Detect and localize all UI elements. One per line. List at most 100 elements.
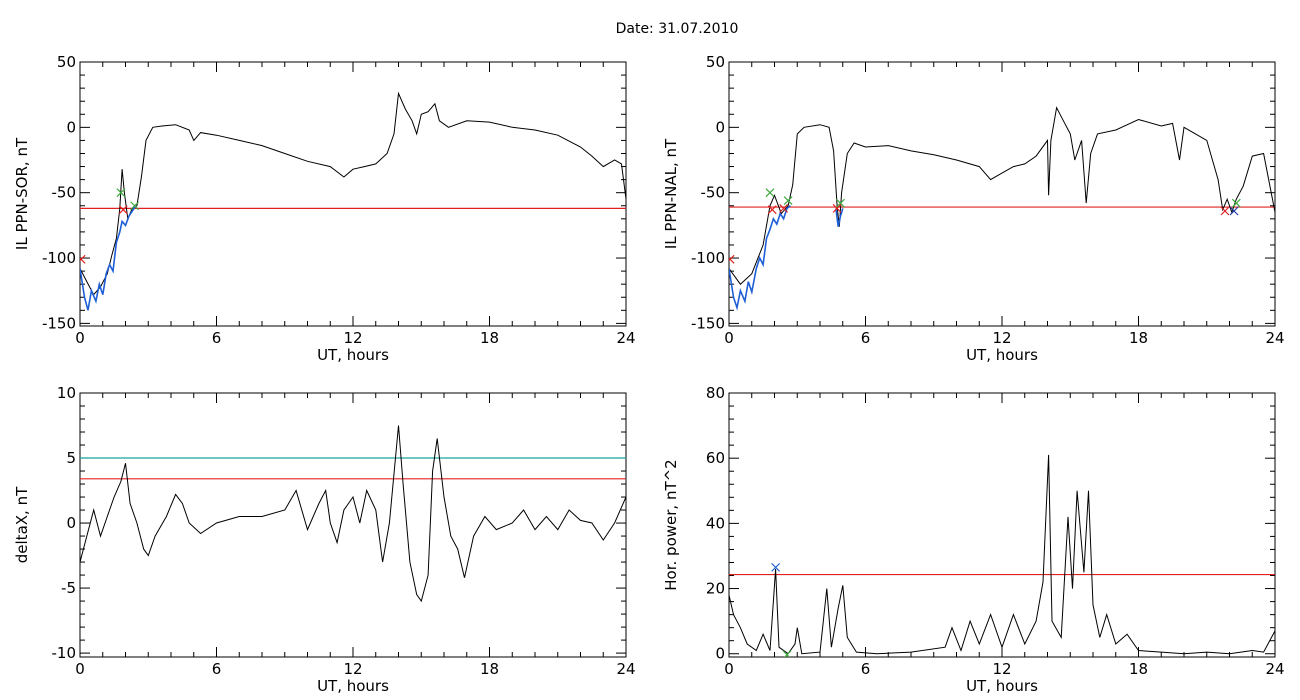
y-tick-label: -150 [42, 314, 76, 332]
plot-content [729, 454, 1275, 657]
plot-frame [728, 392, 1276, 658]
y-tick-label: -50 [52, 184, 77, 202]
x-tick-label: 24 [1265, 660, 1284, 678]
y-tick-label: 50 [57, 53, 76, 71]
event-marker [1220, 206, 1230, 216]
plot-content [729, 106, 1275, 311]
y-tick-label: -150 [691, 314, 725, 332]
y-tick-label: 60 [706, 449, 725, 467]
y-tick-label: -10 [52, 644, 77, 662]
x-tick-label: 18 [480, 660, 499, 678]
marker-stroke [116, 188, 126, 198]
x-tick-label: 12 [343, 329, 362, 347]
x-tick-label: 6 [861, 329, 871, 347]
x-tick-label: 6 [861, 660, 871, 678]
x-tick-label: 18 [1129, 660, 1148, 678]
y-tick-label: 0 [66, 514, 76, 532]
marker-stroke [767, 205, 777, 215]
x-tick-label: 12 [992, 660, 1011, 678]
marker-stroke [1220, 206, 1230, 216]
y-tick-label: -5 [61, 579, 76, 597]
plot-frame [728, 61, 1276, 327]
plot-content [80, 425, 626, 603]
y-tick-label: 5 [66, 449, 76, 467]
marker-stroke [118, 205, 128, 215]
event-marker [836, 198, 845, 208]
marker-stroke [836, 198, 845, 208]
panel-4: 0 6 12 18 24 0 20 40 60 80 UT, hours Hor. power, nT… [662, 384, 1285, 695]
panel-3: 0 6 12 18 24 -10 -5 0 5 10 UT, hours deltaX, nT [13, 384, 636, 695]
marker-stroke [130, 201, 140, 211]
x-tick-label: 6 [212, 329, 222, 347]
series-line-3 [835, 208, 844, 227]
x-tick-label: 24 [1265, 329, 1284, 347]
y-axis-label: IL PPN-SOR, nT [13, 137, 31, 250]
event-marker [130, 201, 140, 211]
series-line-1 [729, 106, 1275, 285]
event-marker [771, 562, 781, 572]
x-tick-label: 0 [75, 660, 85, 678]
plot-frame [79, 61, 627, 327]
plot-content [80, 91, 626, 311]
series-line-1 [80, 425, 626, 603]
event-marker [1231, 198, 1241, 208]
x-axis-label: UT, hours [966, 677, 1038, 695]
x-tick-label: 6 [212, 660, 222, 678]
series-line-2 [80, 205, 137, 311]
y-tick-label: 50 [706, 53, 725, 71]
event-marker [1229, 206, 1239, 216]
panel-1: 0 6 12 18 24 -150 -100 -50 0 50 UT, hours IL PPN-SO… [13, 53, 636, 364]
series-line-2 [729, 205, 791, 311]
y-tick-label: 0 [715, 118, 725, 136]
y-axis-label: IL PPN-NAL, nT [662, 138, 680, 249]
x-tick-label: 12 [343, 660, 362, 678]
event-marker [80, 254, 86, 264]
marker-stroke [729, 254, 735, 262]
y-tick-label: 80 [706, 384, 725, 402]
marker-stroke [779, 203, 789, 213]
marker-stroke [832, 203, 842, 213]
event-marker [782, 650, 792, 657]
y-tick-label: -100 [42, 249, 76, 267]
figure-title: Date: 31.07.2010 [616, 21, 739, 37]
series-line-1 [729, 454, 1275, 655]
x-tick-label: 18 [480, 329, 499, 347]
y-tick-label: 20 [706, 580, 725, 598]
y-tick-label: 10 [57, 384, 76, 402]
event-marker [116, 188, 126, 198]
x-tick-label: 12 [992, 329, 1011, 347]
x-tick-label: 24 [616, 329, 635, 347]
panel-2: 0 6 12 18 24 -150 -100 -50 0 50 UT, hours IL PPN-NA… [662, 53, 1285, 364]
marker-stroke [765, 188, 775, 198]
event-marker [767, 205, 777, 215]
marker-stroke [80, 254, 86, 262]
event-marker [118, 205, 128, 215]
x-tick-label: 0 [724, 329, 734, 347]
event-marker [832, 203, 842, 213]
marker-stroke [783, 196, 793, 205]
marker-stroke [1229, 206, 1239, 216]
x-axis-label: UT, hours [966, 346, 1038, 364]
series-line-1 [80, 91, 626, 296]
event-marker [729, 254, 735, 264]
x-axis-label: UT, hours [317, 346, 389, 364]
x-tick-label: 18 [1129, 329, 1148, 347]
event-marker [779, 203, 789, 213]
x-axis-label: UT, hours [317, 677, 389, 695]
y-axis-label: Hor. power, nT^2 [662, 459, 680, 590]
x-tick-label: 0 [724, 660, 734, 678]
event-marker [783, 196, 793, 205]
y-tick-label: 0 [66, 118, 76, 136]
y-axis-label: deltaX, nT [13, 486, 31, 563]
y-tick-label: -50 [701, 184, 726, 202]
x-tick-label: 0 [75, 329, 85, 347]
event-marker [765, 188, 775, 198]
y-tick-label: 40 [706, 514, 725, 532]
y-tick-label: 0 [715, 645, 725, 663]
marker-stroke [1231, 198, 1241, 208]
marker-stroke [771, 562, 781, 572]
marker-stroke [783, 650, 792, 657]
y-tick-label: -100 [691, 249, 725, 267]
x-tick-label: 24 [616, 660, 635, 678]
